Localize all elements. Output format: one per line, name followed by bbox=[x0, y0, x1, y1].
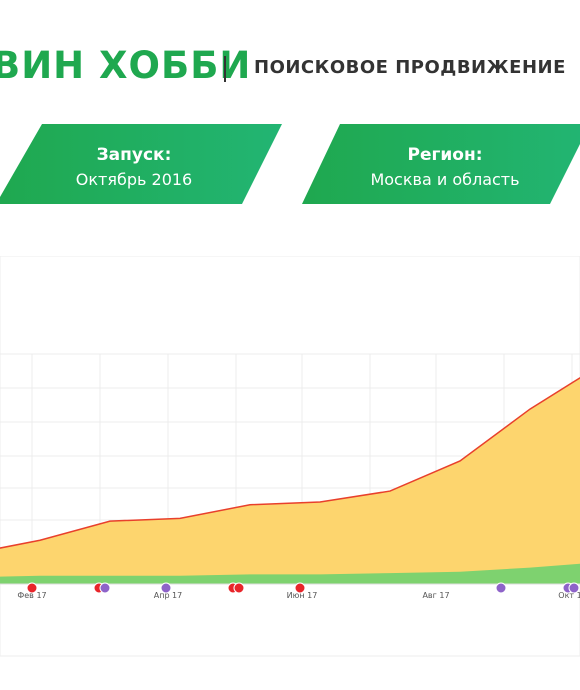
x-tick-label: Авг 17 bbox=[422, 591, 449, 600]
traffic-chart: Фев 17 Апр 17 Июн 17 Авг 17 Окт 1 bbox=[0, 255, 580, 666]
series-1-line bbox=[0, 376, 580, 549]
region-card: Регион: Москва и область bbox=[300, 124, 580, 204]
series-2-area bbox=[0, 563, 580, 584]
brand-title: ВИН ХОББИ bbox=[0, 44, 252, 87]
launch-card-value: Октябрь 2016 bbox=[75, 170, 193, 189]
event-marker-red bbox=[26, 582, 38, 594]
launch-card-background bbox=[0, 124, 282, 204]
launch-card-title: Запуск: bbox=[96, 145, 172, 165]
region-card-title: Регион: bbox=[407, 145, 483, 165]
event-marker-purple bbox=[99, 582, 111, 594]
x-tick-label: Окт 1 bbox=[558, 591, 580, 600]
series-1-area bbox=[0, 377, 580, 584]
x-tick-label: Июн 17 bbox=[287, 591, 318, 600]
event-marker-red bbox=[233, 582, 245, 594]
page-subtitle: ПОИСКОВОЕ ПРОДВИЖЕНИЕ bbox=[254, 57, 566, 78]
x-tick-label: Фев 17 bbox=[17, 591, 46, 600]
traffic-chart-svg: Фев 17 Апр 17 Июн 17 Авг 17 Окт 1 bbox=[0, 255, 580, 657]
x-tick-label: Апр 17 bbox=[154, 591, 183, 600]
event-marker-purple bbox=[160, 582, 172, 594]
event-marker-purple bbox=[568, 582, 580, 594]
launch-card: Запуск: Октябрь 2016 bbox=[0, 124, 282, 204]
region-card-background bbox=[302, 124, 580, 204]
region-card-value: Москва и область bbox=[370, 170, 520, 189]
page-header: ВИН ХОББИ ПОИСКОВОЕ ПРОДВИЖЕНИЕ bbox=[0, 0, 580, 120]
event-marker-purple bbox=[495, 582, 507, 594]
event-marker-red bbox=[294, 582, 306, 594]
header-divider bbox=[224, 56, 226, 82]
